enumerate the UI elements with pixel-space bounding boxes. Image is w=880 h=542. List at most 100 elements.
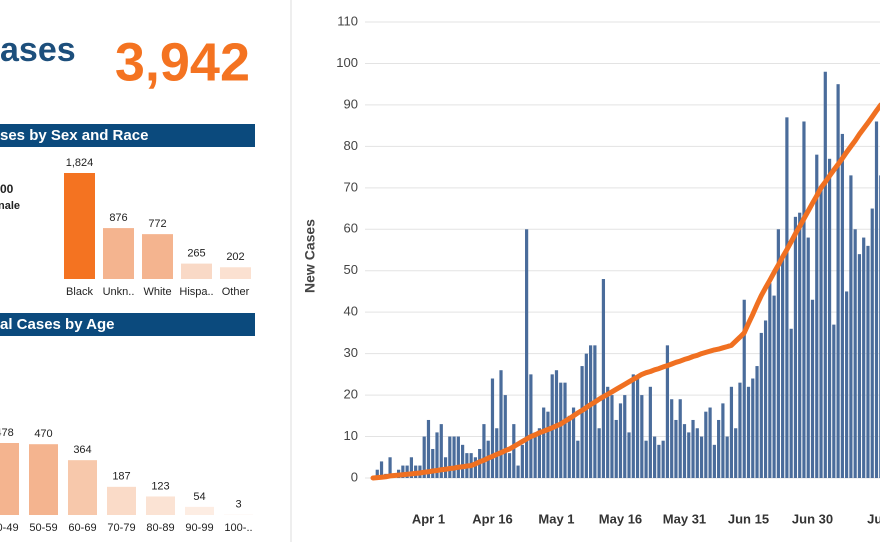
bar [635, 378, 640, 478]
y-tick-label: 80 [344, 138, 358, 153]
value-label: 3 [235, 498, 241, 510]
bar [405, 465, 409, 478]
x-tick-label: Apr 16 [472, 511, 512, 526]
bar [862, 237, 866, 478]
bar [448, 436, 452, 478]
bar [849, 175, 853, 478]
bar [648, 386, 652, 478]
x-tick-label: May 1 [538, 511, 574, 526]
bar [827, 158, 832, 479]
bar [870, 208, 874, 478]
x-tick-label: May 16 [599, 511, 642, 526]
y-tick-label: 90 [344, 96, 358, 111]
value-label: 123 [151, 480, 169, 492]
bar [759, 332, 763, 478]
y-tick-label: 70 [344, 179, 358, 194]
bar [853, 229, 857, 478]
bar [653, 436, 657, 478]
value-label: 772 [148, 218, 166, 230]
bar [614, 419, 618, 478]
category-label: 100-.. [224, 522, 252, 534]
bar [627, 432, 631, 478]
sex-label: 00 [0, 182, 14, 196]
bar [729, 386, 734, 478]
category-label: 40-49 [0, 522, 19, 534]
bar [691, 419, 695, 478]
bar [499, 370, 503, 478]
bar [845, 291, 849, 478]
value-label: 364 [73, 444, 91, 456]
bar [665, 345, 670, 478]
bar [0, 443, 19, 515]
category-label: Other [222, 286, 250, 298]
bar [533, 432, 537, 478]
y-tick-label: 40 [344, 304, 358, 319]
bar [712, 444, 716, 478]
bar [687, 432, 691, 478]
category-label: Unkn.. [103, 286, 135, 298]
bar [520, 444, 524, 478]
bar [529, 374, 533, 478]
bar [721, 403, 725, 478]
bar [482, 424, 486, 478]
bar [103, 228, 134, 279]
x-tick-label: Apr 1 [412, 511, 445, 526]
bar [401, 465, 405, 478]
kpi-title: ases [0, 31, 76, 69]
bar [699, 436, 704, 478]
bar [802, 121, 806, 478]
bar [107, 486, 136, 515]
bar [644, 440, 648, 478]
bar [593, 345, 597, 478]
bar [734, 428, 738, 478]
bar [717, 419, 721, 478]
bar [559, 382, 563, 478]
kpi-value: 3,942 [115, 32, 250, 92]
bar [525, 229, 529, 478]
y-tick-label: 60 [344, 221, 358, 236]
sex-label: nale [0, 200, 20, 212]
bar [409, 457, 414, 478]
bar [431, 448, 435, 478]
bar [379, 461, 384, 478]
bar [776, 229, 780, 478]
category-label: Hispa.. [179, 286, 213, 298]
bar [64, 173, 95, 279]
bar [746, 386, 751, 478]
bar [772, 295, 776, 478]
bar [874, 121, 879, 478]
bar [623, 395, 627, 478]
value-label: 1,824 [66, 157, 94, 169]
x-tick-label: Jun 15 [728, 511, 769, 526]
bar [742, 299, 746, 478]
bar [606, 386, 610, 478]
bar [388, 457, 392, 478]
bar [806, 237, 810, 478]
x-tick-label: May 31 [663, 511, 706, 526]
y-tick-label: 100 [336, 55, 358, 70]
bar [704, 411, 708, 478]
category-label: White [143, 286, 171, 298]
bar [793, 216, 798, 478]
bar [695, 428, 699, 478]
bar [661, 440, 665, 478]
y-axis-label: New Cases [302, 219, 318, 293]
bar [670, 399, 674, 478]
bar [576, 440, 580, 478]
value-label: 470 [34, 428, 52, 440]
bar [866, 245, 870, 478]
bar [819, 187, 823, 478]
bar [597, 428, 601, 478]
bar [584, 353, 588, 478]
bar [571, 407, 576, 478]
bar [674, 419, 678, 478]
category-label: 80-89 [146, 522, 174, 534]
bar [422, 436, 426, 478]
bar [725, 436, 729, 478]
bar [580, 366, 584, 478]
bar [601, 279, 606, 478]
bar [836, 84, 840, 478]
bar [456, 436, 460, 478]
bar [798, 212, 802, 478]
category-label: 60-69 [68, 522, 96, 534]
